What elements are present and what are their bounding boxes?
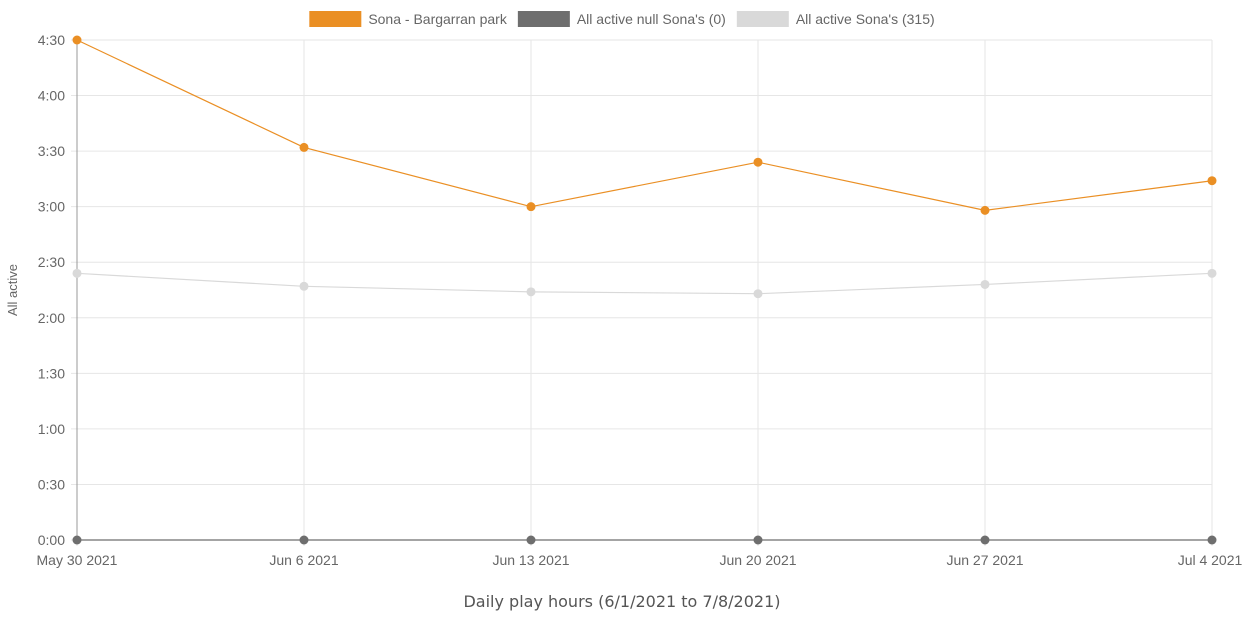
series-line xyxy=(76,272,1213,295)
y-tick-label: 3:00 xyxy=(38,199,65,215)
x-axis-label: Daily play hours (6/1/2021 to 7/8/2021) xyxy=(463,592,780,611)
series-1 xyxy=(72,535,1217,545)
y-tick-label: 4:30 xyxy=(38,32,65,48)
legend-swatch xyxy=(736,11,789,27)
y-tick-label: 1:30 xyxy=(38,365,65,381)
y-tick-label: 0:30 xyxy=(38,476,65,492)
data-point[interactable] xyxy=(753,535,763,545)
series-group xyxy=(72,35,1217,545)
data-point[interactable] xyxy=(526,287,536,297)
y-tick-label: 3:30 xyxy=(38,143,65,159)
series-line xyxy=(76,39,1213,211)
y-tick-label: 0:00 xyxy=(38,532,65,548)
data-point[interactable] xyxy=(980,205,990,215)
axes: 0:00 0:30 1:00 1:30 2:00 2:30 3:00 3:30 4:00 4:30… xyxy=(37,32,1243,568)
data-point[interactable] xyxy=(1207,176,1217,186)
data-point[interactable] xyxy=(1207,535,1217,545)
data-point[interactable] xyxy=(526,202,536,212)
data-point[interactable] xyxy=(299,535,309,545)
data-point[interactable] xyxy=(299,281,309,291)
data-point[interactable] xyxy=(753,157,763,167)
data-point[interactable] xyxy=(72,535,82,545)
legend: Sona - Bargarran park All active null Son… xyxy=(309,11,935,27)
legend-label: All active null Sona's (0) xyxy=(577,11,726,27)
legend-label: Sona - Bargarran park xyxy=(368,11,508,27)
series-0 xyxy=(72,35,1217,215)
y-tick-label: 4:00 xyxy=(38,88,65,104)
x-tick-label: Jun 6 2021 xyxy=(269,552,338,568)
y-tick-label: 2:00 xyxy=(38,310,65,326)
y-axis-label: All active xyxy=(5,264,20,316)
x-tick-label: May 30 2021 xyxy=(37,552,118,568)
x-tick-label: Jun 27 2021 xyxy=(946,552,1023,568)
y-tick-label: 2:30 xyxy=(38,254,65,270)
data-point[interactable] xyxy=(980,535,990,545)
data-point[interactable] xyxy=(72,268,82,278)
data-point[interactable] xyxy=(753,289,763,299)
data-point[interactable] xyxy=(1207,268,1217,278)
data-point[interactable] xyxy=(526,535,536,545)
legend-swatch xyxy=(309,11,362,27)
legend-item[interactable]: All active null Sona's (0) xyxy=(517,11,726,27)
data-point[interactable] xyxy=(72,35,82,45)
x-tick-label: Jun 20 2021 xyxy=(719,552,796,568)
data-point[interactable] xyxy=(299,142,309,152)
y-tick-label: 1:00 xyxy=(38,421,65,437)
x-tick-label: Jul 4 2021 xyxy=(1178,552,1243,568)
legend-swatch xyxy=(517,11,570,27)
series-2 xyxy=(72,268,1217,299)
legend-item[interactable]: All active Sona's (315) xyxy=(736,11,935,27)
x-tick-label: Jun 13 2021 xyxy=(492,552,569,568)
legend-item[interactable]: Sona - Bargarran park xyxy=(309,11,508,27)
legend-label: All active Sona's (315) xyxy=(796,11,935,27)
data-point[interactable] xyxy=(980,279,990,289)
